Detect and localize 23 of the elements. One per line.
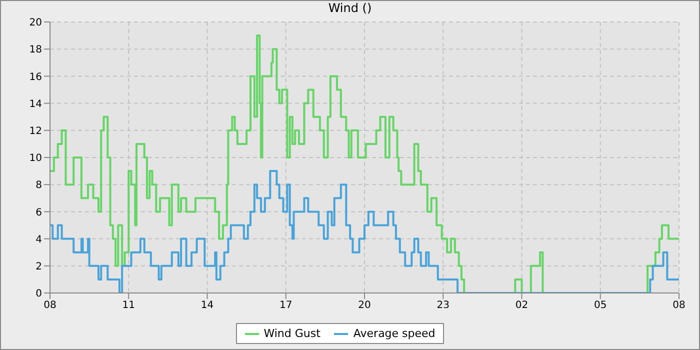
x-tick-label: 14 [200, 300, 214, 312]
y-tick-label: 16 [29, 72, 42, 83]
y-tick-label: 8 [36, 180, 42, 192]
x-tick-label: 05 [594, 300, 607, 312]
legend-label: Average speed [352, 327, 436, 340]
x-tick-label: 17 [280, 300, 292, 312]
y-tick-label: 20 [29, 18, 42, 29]
y-tick-label: 0 [36, 288, 42, 300]
y-tick-label: 6 [36, 207, 42, 218]
y-tick-label: 12 [29, 126, 42, 137]
x-tick-label: 23 [436, 300, 450, 312]
y-tick-label: 18 [29, 44, 42, 56]
x-tick-label: 08 [44, 300, 56, 312]
chart-title: Wind () [327, 1, 373, 15]
y-tick-label: 4 [36, 234, 42, 246]
legend-label: Wind Gust [262, 327, 320, 340]
y-tick-label: 2 [36, 261, 42, 272]
y-tick-label: 10 [29, 153, 42, 164]
x-tick-label: 11 [122, 300, 135, 312]
y-tick-label: 14 [29, 98, 42, 110]
x-tick-label: 20 [358, 300, 371, 312]
x-tick-label: 08 [672, 300, 686, 312]
x-tick-label: 02 [515, 300, 528, 312]
